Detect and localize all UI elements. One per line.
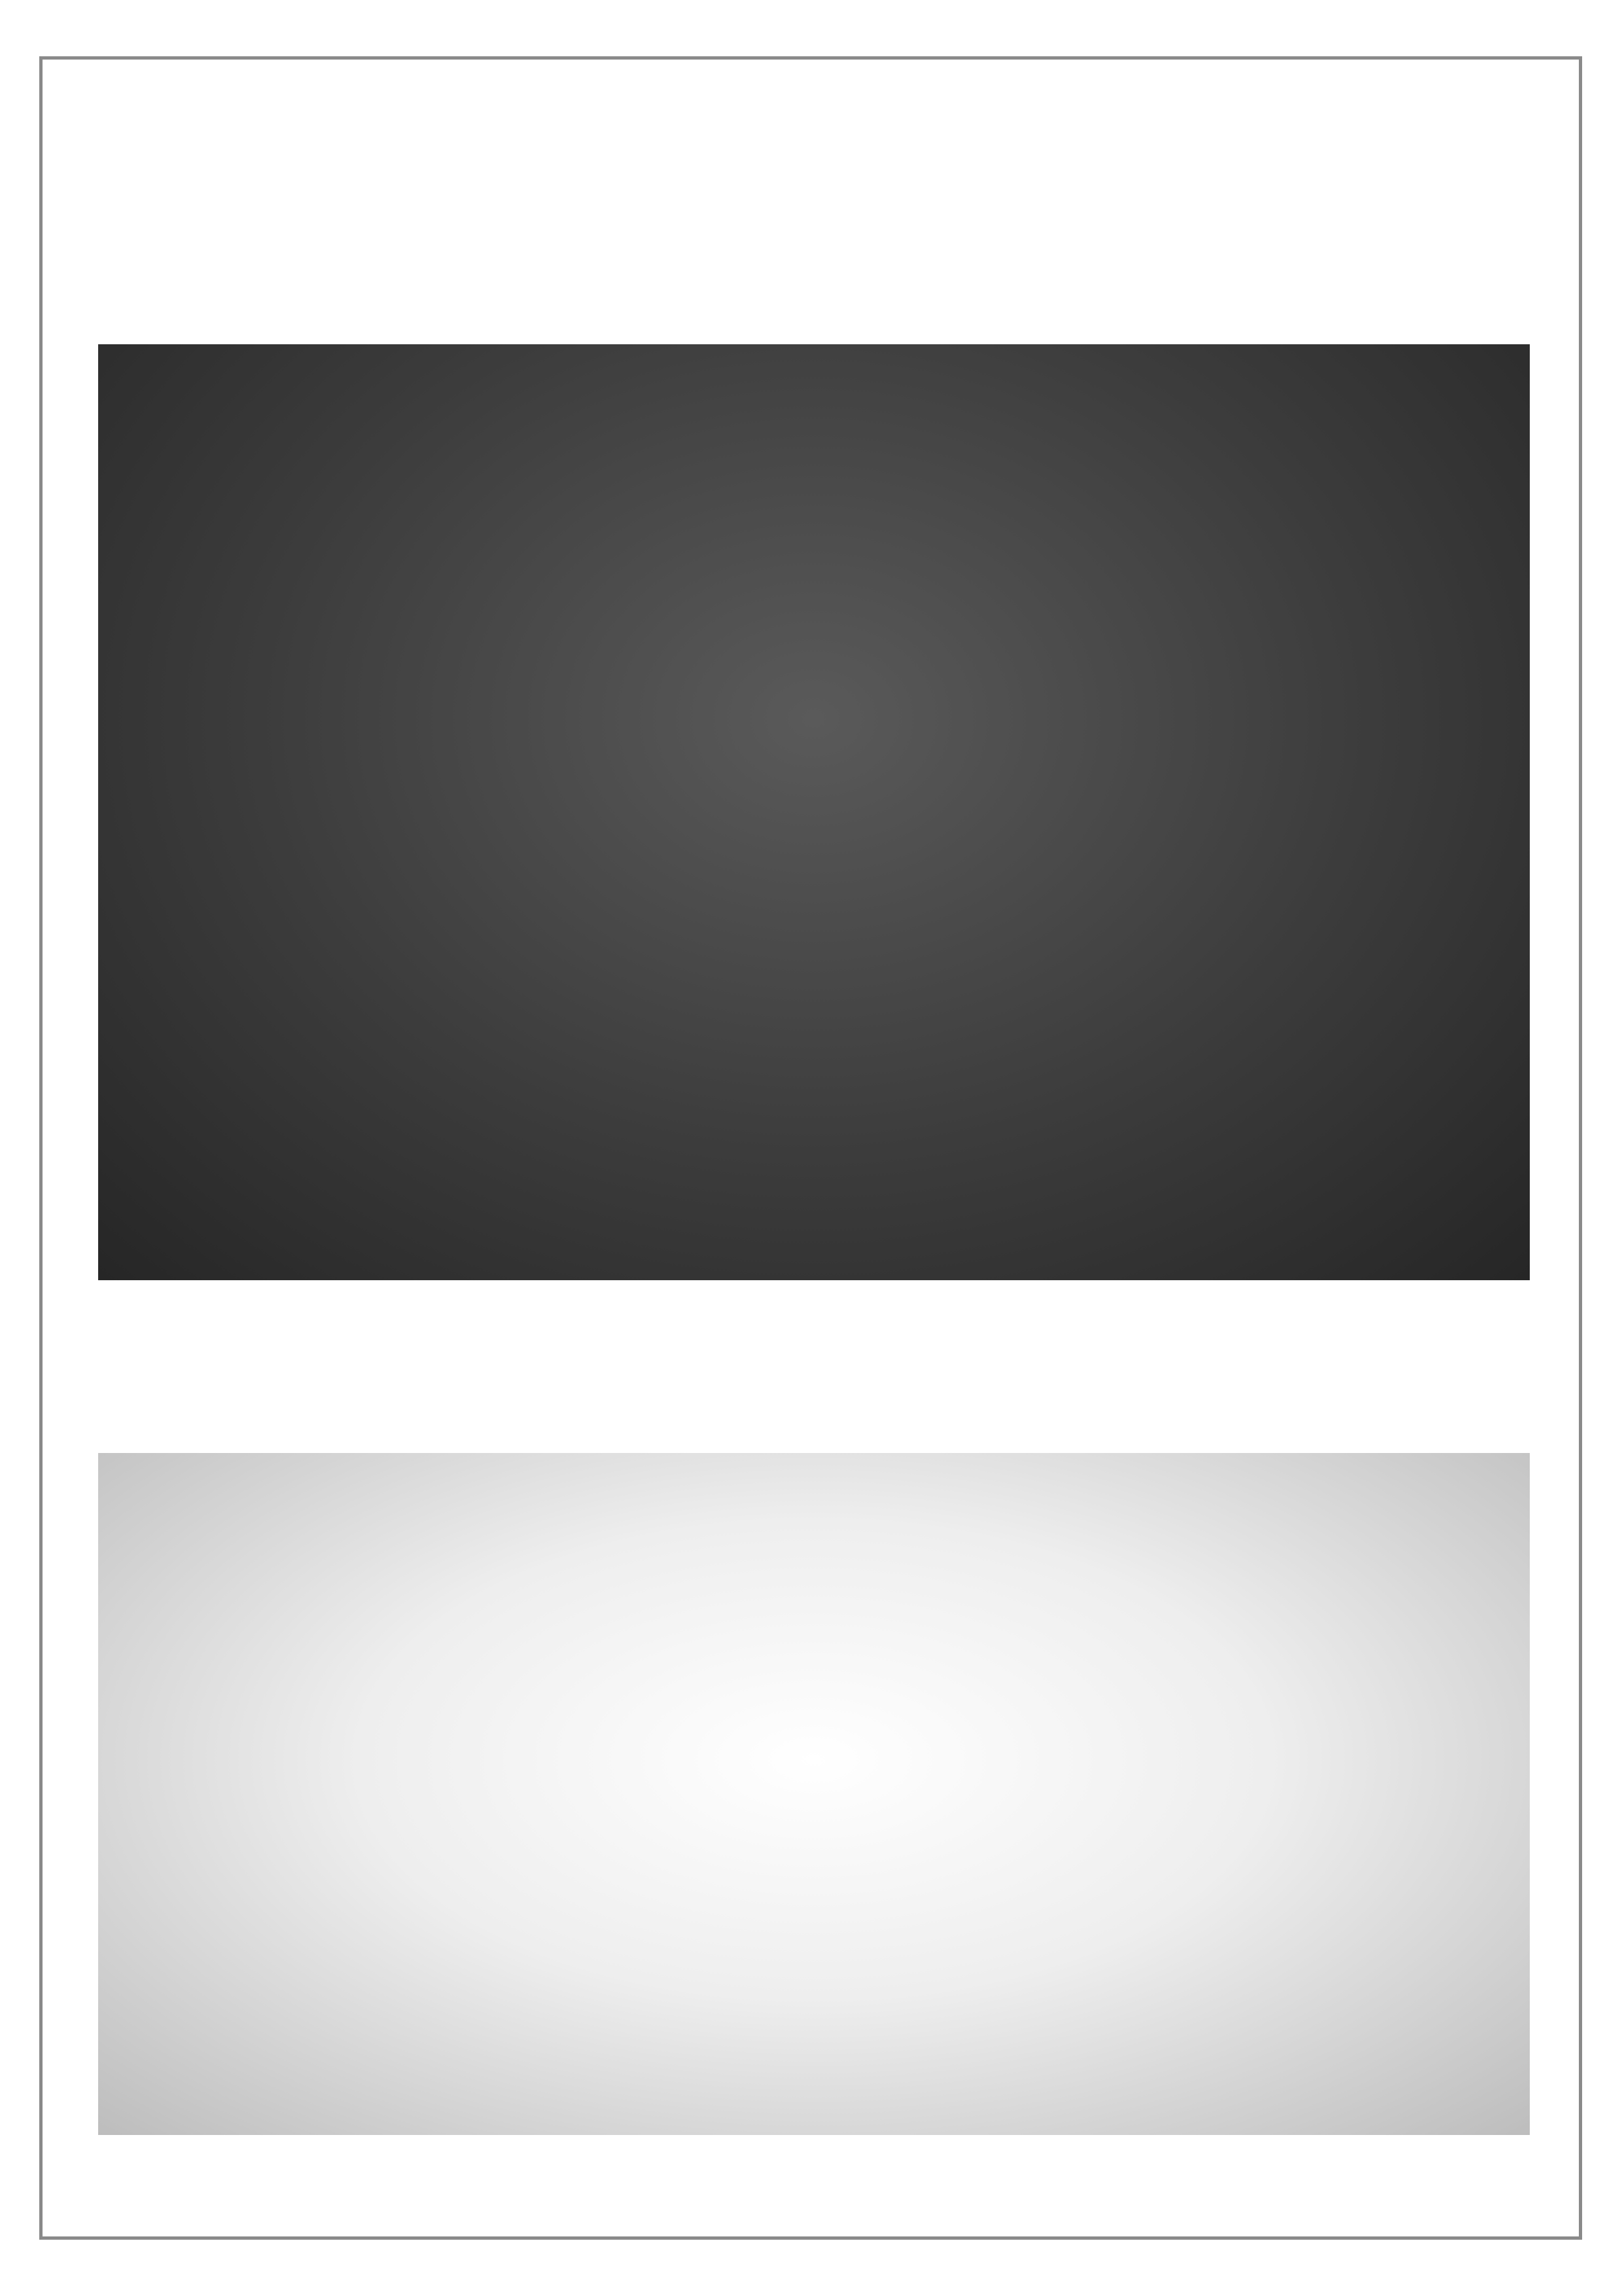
stock-chart bbox=[98, 1453, 1530, 2135]
page-border bbox=[39, 56, 1582, 2240]
waterfall-chart bbox=[98, 344, 1530, 1280]
waterfall-chart-panel bbox=[98, 344, 1530, 1280]
stock-chart-panel bbox=[98, 1453, 1530, 2135]
